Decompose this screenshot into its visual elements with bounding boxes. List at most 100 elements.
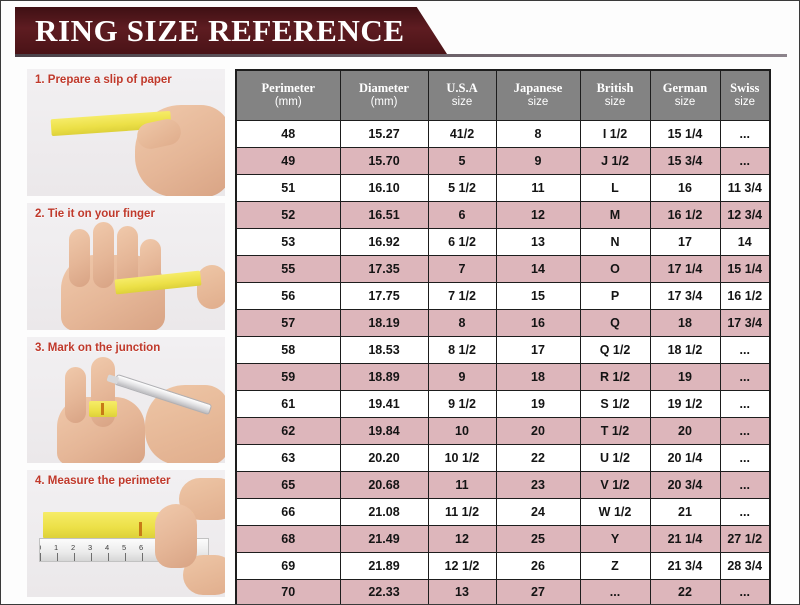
table-cell: 16 1/2 bbox=[649, 200, 721, 229]
finger-illustration bbox=[117, 225, 138, 288]
table-cell: 6 bbox=[427, 200, 497, 229]
table-cell: ... bbox=[719, 443, 771, 472]
table-cell: 63 bbox=[235, 443, 341, 472]
table-cell: 11 3/4 bbox=[719, 173, 771, 202]
table-cell: N bbox=[579, 227, 651, 256]
table-cell: 13 bbox=[495, 227, 581, 256]
table-cell: ... bbox=[719, 578, 771, 604]
column-header-name: Swiss bbox=[730, 81, 760, 96]
column-header-swiss: Swiss size bbox=[719, 69, 771, 121]
table-cell: 6 1/2 bbox=[427, 227, 497, 256]
table-cell: 20 bbox=[495, 416, 581, 445]
step-mark-junction: 3. Mark on the junction bbox=[27, 336, 225, 464]
table-cell: 14 bbox=[495, 254, 581, 283]
table-cell: 27 1/2 bbox=[719, 524, 771, 553]
table-cell: 17 1/4 bbox=[649, 254, 721, 283]
table-cell: 58 bbox=[235, 335, 341, 364]
ruler-tick-label: 2 bbox=[71, 543, 76, 553]
ruler-tick: 5 bbox=[122, 539, 142, 562]
ruler-tick-label: 1 bbox=[54, 543, 59, 553]
table-cell: 17 3/4 bbox=[649, 281, 721, 310]
table-cell: R 1/2 bbox=[579, 362, 651, 391]
step-1-photo bbox=[27, 69, 225, 196]
table-cell: 48 bbox=[235, 119, 341, 148]
table-row: 61 19.41 9 1/2 19 S 1/2 19 1/2... bbox=[235, 389, 771, 418]
table-row: 56 17.75 7 1/2 15 P 17 3/4 16 1/2 bbox=[235, 281, 771, 310]
table-cell: ... bbox=[719, 416, 771, 445]
table-cell: 8 bbox=[495, 119, 581, 148]
table-row: 70 22.33 13 27... 22... bbox=[235, 578, 771, 604]
ruler-tick-label: 3 bbox=[88, 543, 93, 553]
table-cell: ... bbox=[719, 497, 771, 526]
banner-divider-rule bbox=[15, 54, 787, 57]
hand-illustration bbox=[197, 264, 225, 309]
table-cell: 14 bbox=[719, 227, 771, 256]
ruler-tick-label: 4 bbox=[105, 543, 110, 553]
ruler-tick-label: 0 bbox=[40, 543, 41, 552]
table-cell: I 1/2 bbox=[579, 119, 651, 148]
table-cell: 16 bbox=[649, 173, 721, 202]
ruler-tick: 0 bbox=[40, 539, 57, 562]
table-cell: 12 1/2 bbox=[427, 551, 497, 580]
table-row: 53 16.92 6 1/2 13 N 17 14 bbox=[235, 227, 771, 256]
table-cell: ... bbox=[719, 335, 771, 364]
table-cell: ... bbox=[719, 119, 771, 148]
table-cell: 9 bbox=[427, 362, 497, 391]
finger-illustration bbox=[155, 504, 197, 569]
table-cell: U 1/2 bbox=[579, 443, 651, 472]
table-cell: 20 1/4 bbox=[649, 443, 721, 472]
table-cell: ... bbox=[719, 146, 771, 175]
ruler-tick-label: 6 bbox=[139, 543, 144, 553]
table-row: 55 17.35 7 14 O 17 1/4 15 1/4 bbox=[235, 254, 771, 283]
table-cell: 21 bbox=[649, 497, 721, 526]
title-banner: RING SIZE REFERENCE bbox=[15, 7, 447, 54]
step-2-photo bbox=[27, 202, 225, 330]
table-cell: W 1/2 bbox=[579, 497, 651, 526]
table-cell: 9 bbox=[495, 146, 581, 175]
table-row: 68 21.49 12 25 Y 21 1/4 27 1/2 bbox=[235, 524, 771, 553]
table-cell: 16 1/2 bbox=[719, 281, 771, 310]
table-cell: 9 1/2 bbox=[427, 389, 497, 418]
finger-illustration bbox=[65, 366, 86, 423]
table-cell: T 1/2 bbox=[579, 416, 651, 445]
table-cell: 20 3/4 bbox=[649, 470, 721, 499]
column-header-perimeter: Perimeter (mm) bbox=[235, 69, 341, 121]
table-cell: 8 bbox=[427, 308, 497, 337]
table-cell: 7 bbox=[427, 254, 497, 283]
column-header-unit: size bbox=[451, 95, 473, 108]
table-cell: 28 3/4 bbox=[719, 551, 771, 580]
table-row: 69 21.89 12 1/2 26 Z 21 3/4 28 3/4 bbox=[235, 551, 771, 580]
step-3-photo bbox=[27, 336, 225, 464]
column-header-name: Diameter bbox=[359, 81, 409, 96]
table-cell: 16.10 bbox=[339, 173, 429, 202]
ruler-tick: 4 bbox=[105, 539, 125, 562]
column-header-name: Japanese bbox=[513, 81, 563, 96]
table-cell: 18.89 bbox=[339, 362, 429, 391]
table-cell: 53 bbox=[235, 227, 341, 256]
table-cell: 27 bbox=[495, 578, 581, 604]
table-cell: 17 3/4 bbox=[719, 308, 771, 337]
table-cell: 68 bbox=[235, 524, 341, 553]
column-header-british: British size bbox=[579, 69, 651, 121]
table-cell: 19 bbox=[495, 389, 581, 418]
table-row: 57 18.19 8 16 Q 18 17 3/4 bbox=[235, 308, 771, 337]
table-header-row: Perimeter (mm) Diameter (mm) U.S.A size … bbox=[235, 69, 771, 121]
table-cell: 56 bbox=[235, 281, 341, 310]
table-cell: V 1/2 bbox=[579, 470, 651, 499]
table-cell: 18.19 bbox=[339, 308, 429, 337]
step-tie-on-finger: 2. Tie it on your finger bbox=[27, 202, 225, 330]
finger-illustration bbox=[69, 228, 90, 287]
pen-mark-illustration bbox=[101, 402, 104, 415]
table-cell: 62 bbox=[235, 416, 341, 445]
table-cell: L bbox=[579, 173, 651, 202]
table-cell: 15.70 bbox=[339, 146, 429, 175]
column-header-diameter: Diameter (mm) bbox=[339, 69, 429, 121]
step-4-photo: 0 1 2 3 4 5 6 7 8 9 bbox=[27, 470, 225, 597]
column-header-unit: (mm) bbox=[274, 95, 302, 108]
step-1-label: 1. Prepare a slip of paper bbox=[35, 74, 172, 86]
table-cell: 21.08 bbox=[339, 497, 429, 526]
table-cell: 24 bbox=[495, 497, 581, 526]
table-cell: 18 1/2 bbox=[649, 335, 721, 364]
table-cell: 23 bbox=[495, 470, 581, 499]
table-row: 62 19.84 10 20 T 1/2 20... bbox=[235, 416, 771, 445]
